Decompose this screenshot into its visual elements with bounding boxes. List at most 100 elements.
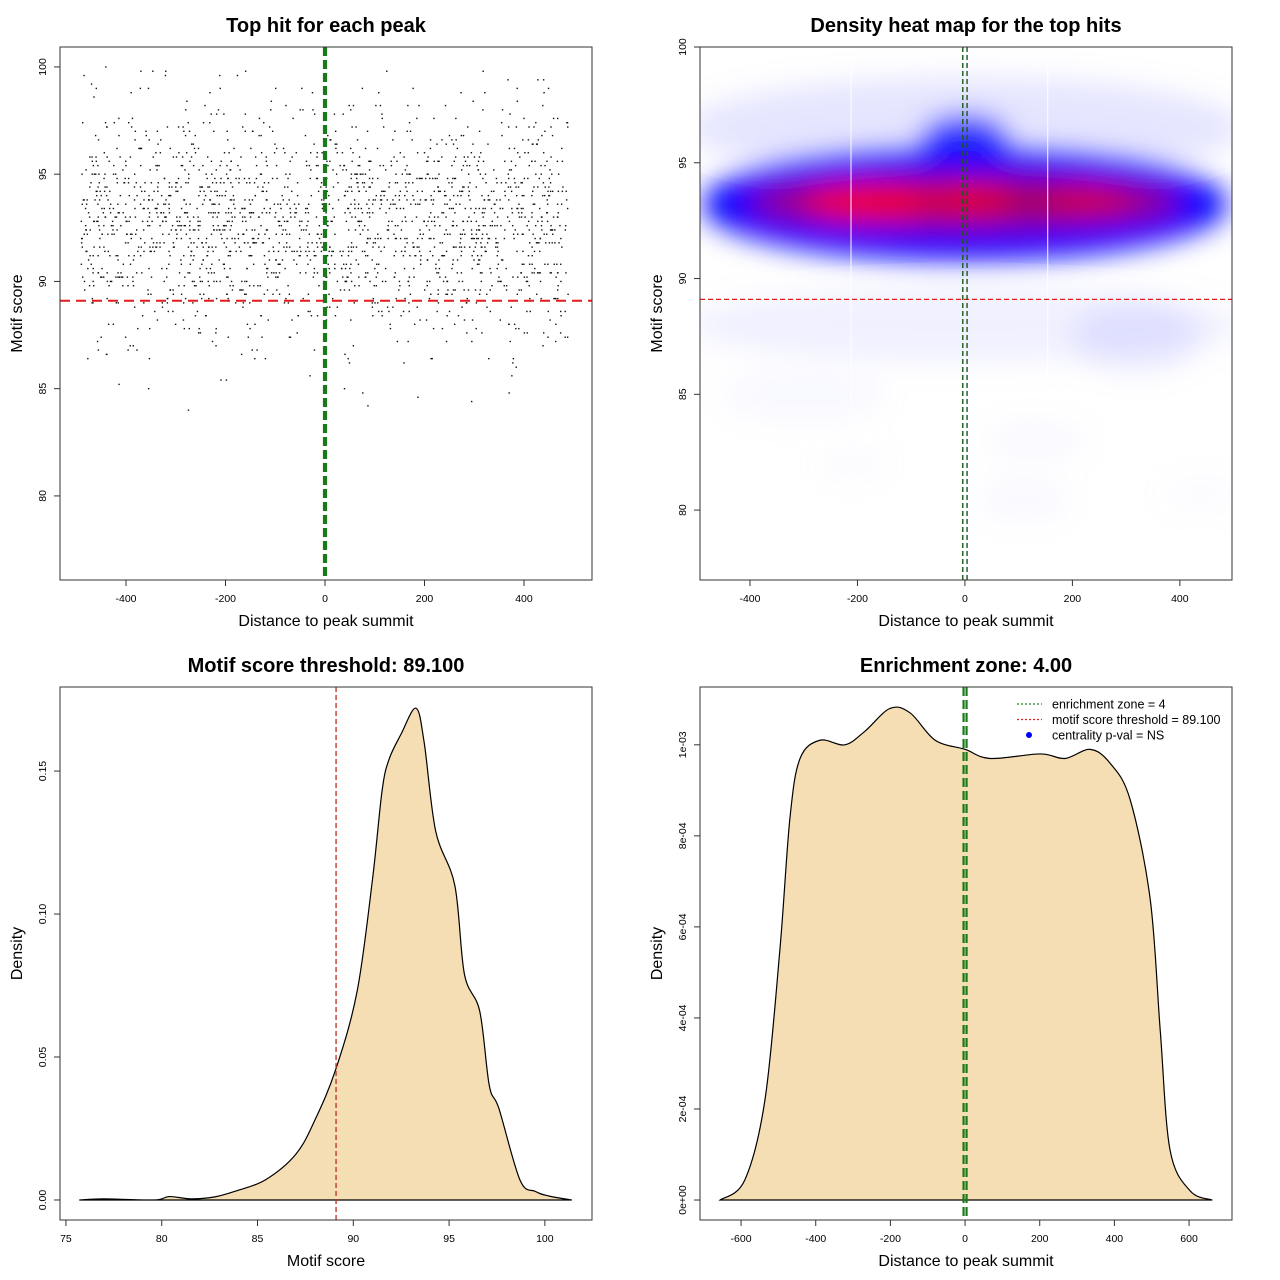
data-point [332, 186, 335, 188]
data-point [93, 285, 95, 287]
data-point [514, 182, 516, 184]
data-point [266, 267, 269, 270]
data-point [547, 263, 549, 265]
data-point [365, 254, 367, 257]
data-point [148, 212, 151, 214]
data-point [194, 152, 197, 154]
data-point [437, 289, 439, 291]
data-point [394, 182, 397, 184]
data-point [284, 152, 286, 154]
data-point [175, 182, 177, 184]
data-point [539, 237, 541, 240]
data-point [451, 267, 453, 270]
data-point [267, 182, 270, 184]
data-point [564, 336, 566, 338]
data-point [408, 173, 411, 175]
data-point [306, 207, 309, 210]
x-axis-label: Distance to peak summit [878, 613, 1054, 630]
data-point [215, 332, 217, 334]
data-point [329, 246, 331, 248]
data-point [117, 203, 119, 205]
data-point [505, 182, 507, 184]
data-point [384, 280, 387, 283]
data-point [232, 194, 235, 197]
data-point [551, 242, 553, 244]
data-point [187, 272, 189, 274]
data-point [328, 250, 330, 253]
data-point [479, 289, 482, 291]
data-point [207, 250, 209, 253]
data-point [445, 216, 447, 218]
data-point [84, 207, 87, 210]
data-point [513, 237, 515, 240]
data-point [295, 212, 297, 214]
data-point [252, 130, 254, 132]
data-point [437, 190, 440, 193]
data-point [128, 122, 130, 124]
data-point [223, 267, 226, 270]
data-point [361, 87, 364, 90]
data-point [443, 254, 446, 257]
data-point [384, 169, 387, 171]
data-point [227, 139, 229, 141]
y-tick-label: 90 [677, 273, 689, 285]
data-point [225, 246, 228, 248]
data-point [96, 220, 98, 223]
data-point [528, 285, 530, 287]
data-point [499, 280, 501, 283]
data-point [93, 220, 96, 223]
data-point [134, 139, 136, 141]
data-point [296, 182, 299, 184]
data-point [396, 182, 399, 184]
data-point [235, 250, 237, 253]
data-point [544, 186, 546, 188]
data-point [448, 207, 451, 210]
data-point [454, 212, 456, 214]
data-point [249, 327, 251, 330]
data-point [251, 229, 253, 231]
data-point [431, 357, 433, 360]
data-point [301, 87, 303, 90]
data-point [190, 156, 193, 158]
data-point [113, 122, 116, 124]
data-point [433, 216, 436, 218]
data-point [513, 147, 516, 150]
data-point [337, 199, 340, 201]
data-point [198, 327, 200, 330]
data-point [188, 177, 190, 180]
data-point [481, 212, 483, 214]
data-point [343, 164, 345, 167]
data-point [104, 186, 106, 188]
data-point [108, 207, 111, 210]
data-point [252, 212, 255, 214]
data-point [528, 126, 530, 128]
data-point [538, 242, 540, 244]
data-point [436, 310, 438, 313]
data-point [103, 224, 105, 227]
data-point [385, 212, 387, 214]
x-tick-label: -400 [739, 593, 760, 605]
data-point [208, 186, 211, 188]
data-point [490, 190, 493, 193]
data-point [417, 203, 419, 205]
data-point [482, 160, 485, 163]
data-point [330, 220, 332, 223]
data-point [497, 280, 499, 283]
data-point [178, 285, 180, 287]
data-point [156, 130, 159, 132]
data-point [357, 186, 359, 188]
data-point [462, 220, 464, 223]
data-point [403, 362, 405, 364]
data-point [352, 345, 355, 347]
data-point [329, 272, 331, 274]
y-tick-label: 0e+00 [677, 1185, 689, 1215]
data-point [521, 233, 523, 235]
data-point [436, 177, 438, 180]
data-point [90, 263, 92, 265]
data-point [202, 122, 205, 124]
data-point [556, 216, 559, 218]
data-point [365, 276, 367, 278]
data-point [371, 182, 373, 184]
data-point [332, 169, 334, 171]
data-point [134, 207, 136, 210]
